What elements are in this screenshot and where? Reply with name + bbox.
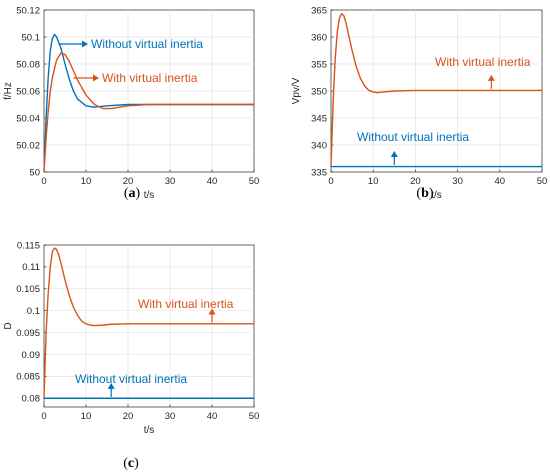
series-line-with-virtual-inertia (330, 13, 542, 167)
y-tick-label: 0.11 (22, 262, 40, 273)
subfigure-caption: (a) (124, 186, 141, 201)
y-tick-label: 360 (311, 32, 327, 43)
x-tick-label: 40 (207, 176, 218, 187)
annotation-label: Without virtual inertia (75, 372, 187, 386)
x-tick-label: 50 (537, 176, 548, 187)
annotation-label: Without virtual inertia (357, 130, 469, 144)
x-tick-label: 10 (81, 411, 92, 422)
y-tick-label: 350 (311, 86, 327, 97)
y-tick-label: 365 (311, 5, 327, 16)
annotation-arrowhead (208, 308, 216, 315)
y-tick-label: 355 (311, 59, 327, 70)
x-tick-label: 50 (249, 176, 260, 187)
series-line-with-virtual-inertia (43, 52, 254, 173)
annotation-arrowhead (487, 74, 495, 81)
chart-b: 0 10 20 30 40 50 335 340 345 350 355 360 365 t/s Vpv/V… (291, 5, 547, 201)
x-tick-label: 30 (452, 176, 463, 187)
y-tick-label: 0.1 (27, 306, 40, 317)
x-tick-label: 20 (410, 176, 421, 187)
y-axis-label: f/Hz (3, 82, 14, 100)
y-tick-label: 50.02 (16, 140, 40, 151)
annotation-arrowhead (93, 74, 99, 82)
x-axis-label: t/s (431, 190, 442, 201)
y-tick-label: 345 (311, 113, 327, 124)
x-tick-label: 50 (249, 411, 260, 422)
x-tick-label: 30 (165, 411, 176, 422)
y-tick-label: 50 (29, 167, 40, 178)
y-tick-label: 50.04 (16, 113, 40, 124)
y-tick-label: 50.08 (16, 59, 40, 70)
y-tick-label: 50.12 (16, 5, 40, 16)
subfigure-caption: (c) (123, 456, 139, 471)
y-tick-label: 0.085 (16, 372, 40, 383)
annotation-arrowhead (82, 40, 88, 48)
annotation-label: With virtual inertia (102, 71, 198, 85)
y-tick-label: 50.1 (22, 32, 41, 43)
x-tick-label: 10 (368, 176, 379, 187)
y-tick-label: 340 (311, 140, 327, 151)
chart-a: 0 10 20 30 40 50 50 50.02 50.04 50.06 50.08 50.1 50.… (3, 5, 259, 201)
annotation-label: With virtual inertia (138, 297, 234, 311)
x-tick-label: 40 (495, 176, 506, 187)
annotation-arrowhead (390, 150, 398, 157)
x-tick-label: 10 (81, 176, 92, 187)
y-tick-label: 0.095 (16, 328, 40, 339)
subfigure-caption: (b) (416, 186, 433, 201)
x-axis-label: t/s (144, 190, 155, 201)
y-tick-label: 335 (311, 167, 327, 178)
x-tick-label: 20 (123, 411, 134, 422)
chart-c: 0 10 20 30 40 50 0.08 0.085 0.09 0.095 0.1 0.105 0.1… (3, 240, 259, 471)
y-axis-label: Vpv/V (291, 77, 302, 104)
y-tick-label: 0.105 (16, 284, 40, 295)
annotation-arrowhead (107, 382, 115, 389)
y-tick-label: 0.115 (17, 240, 40, 251)
x-tick-label: 0 (41, 176, 46, 187)
plot-area-c (43, 244, 255, 408)
y-tick-label: 50.06 (16, 86, 40, 97)
x-tick-label: 30 (165, 176, 176, 187)
y-tick-label: 0.08 (22, 394, 41, 405)
annotation-label: Without virtual inertia (91, 37, 203, 51)
x-tick-label: 20 (123, 176, 134, 187)
y-axis-label: D (3, 322, 14, 329)
x-tick-label: 40 (207, 411, 218, 422)
x-tick-label: 0 (41, 411, 46, 422)
x-axis-label: t/s (144, 425, 155, 436)
y-tick-label: 0.09 (22, 350, 41, 361)
x-tick-label: 0 (328, 176, 333, 187)
annotation-label: With virtual inertia (435, 55, 531, 69)
series-line-with-virtual-inertia (43, 247, 254, 399)
